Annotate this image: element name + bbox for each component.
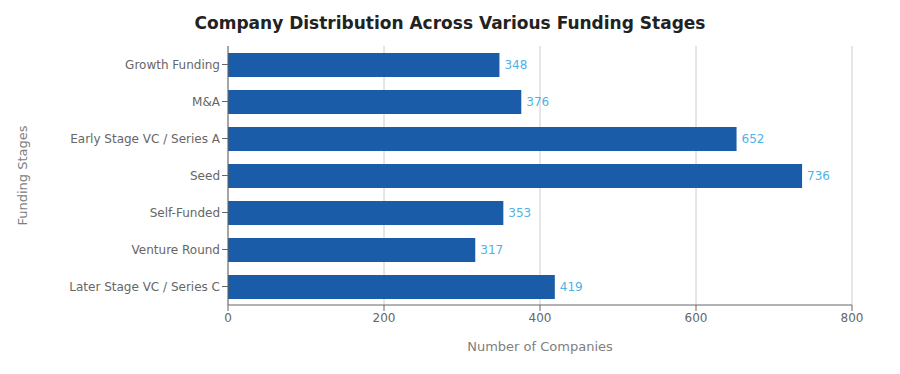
svg-text:M&A: M&A xyxy=(192,95,221,109)
svg-text:0: 0 xyxy=(224,311,232,325)
svg-text:200: 200 xyxy=(373,311,396,325)
svg-text:Later Stage VC / Series C: Later Stage VC / Series C xyxy=(69,280,220,294)
svg-text:736: 736 xyxy=(807,169,830,183)
svg-text:348: 348 xyxy=(504,58,527,72)
html-text:Company Distribution Across Va: Company Distribution Across Various Fund… xyxy=(194,13,706,33)
svg-text:Early Stage VC / Series A: Early Stage VC / Series A xyxy=(70,132,221,146)
svg-text:419: 419 xyxy=(560,280,583,294)
svg-text:Funding Stages: Funding Stages xyxy=(15,125,30,225)
svg-text:376: 376 xyxy=(526,95,549,109)
svg-text:652: 652 xyxy=(742,132,765,146)
svg-text:Self-Funded: Self-Funded xyxy=(150,206,220,220)
svg-text:317: 317 xyxy=(480,243,503,257)
svg-text:600: 600 xyxy=(685,311,708,325)
svg-text:800: 800 xyxy=(841,311,864,325)
svg-text:Growth Funding: Growth Funding xyxy=(125,58,220,72)
svg-text:Number of Companies: Number of Companies xyxy=(467,339,613,354)
svg-text:Seed: Seed xyxy=(190,169,220,183)
svg-text:400: 400 xyxy=(529,311,552,325)
svg-text:Venture Round: Venture Round xyxy=(132,243,220,257)
svg-text:353: 353 xyxy=(508,206,531,220)
